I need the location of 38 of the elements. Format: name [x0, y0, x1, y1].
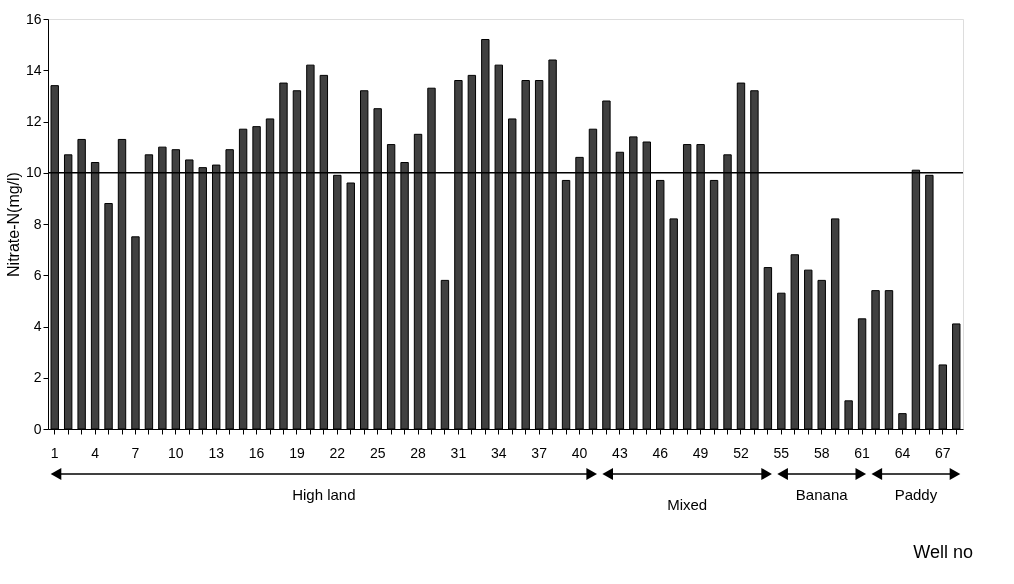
x-tick-label: 28 [410, 444, 427, 461]
x-tick-label: 19 [289, 444, 305, 461]
x-tick-label: 67 [935, 444, 951, 461]
y-tick-label: 0 [33, 420, 42, 437]
x-tick-label: 31 [450, 444, 467, 461]
x-tick-label: 40 [571, 444, 588, 461]
x-tick-label: 64 [894, 444, 911, 461]
y-axis-title: Nitrate-N(mg/l) [4, 172, 22, 277]
y-tick-label: 6 [33, 266, 42, 283]
x-tick-label: 49 [692, 444, 709, 461]
x-tick-label: 4 [91, 444, 100, 461]
x-tick-label: 52 [733, 444, 749, 461]
x-axis-title: Well no [913, 542, 973, 562]
y-tick-label: 12 [25, 113, 42, 129]
x-tick-label: 10 [168, 444, 184, 461]
y-tick-label: 8 [33, 215, 42, 232]
text: Mixed [667, 496, 708, 513]
y-tick-label: 2 [33, 369, 42, 386]
text: Paddy [894, 486, 938, 503]
x-tick-label: 46 [652, 444, 669, 461]
x-tick-label: 16 [248, 444, 265, 461]
x-tick-label: 58 [813, 444, 830, 461]
text: High land [292, 486, 356, 503]
x-tick-label: 22 [329, 444, 346, 461]
x-tick-label: 37 [531, 444, 548, 461]
x-tick-label: 13 [208, 444, 225, 461]
y-tick-label: 14 [25, 61, 42, 78]
text: Banana [795, 486, 849, 503]
y-tick-label: 16 [25, 10, 42, 27]
x-tick-label: 43 [612, 444, 628, 461]
x-tick-label: 61 [854, 444, 871, 461]
y-tick-label: 10 [25, 164, 42, 181]
x-tick-label: 1 [50, 444, 59, 461]
x-tick-label: 34 [490, 444, 507, 461]
y-tick-label: 4 [33, 318, 42, 334]
x-tick-label: 55 [773, 444, 790, 461]
x-tick-label: 7 [131, 444, 140, 461]
x-tick-label: 25 [369, 444, 386, 461]
